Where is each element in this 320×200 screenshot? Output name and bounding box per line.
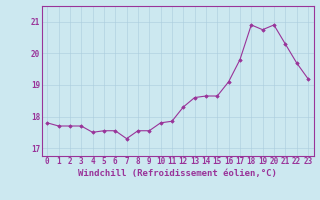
X-axis label: Windchill (Refroidissement éolien,°C): Windchill (Refroidissement éolien,°C)	[78, 169, 277, 178]
